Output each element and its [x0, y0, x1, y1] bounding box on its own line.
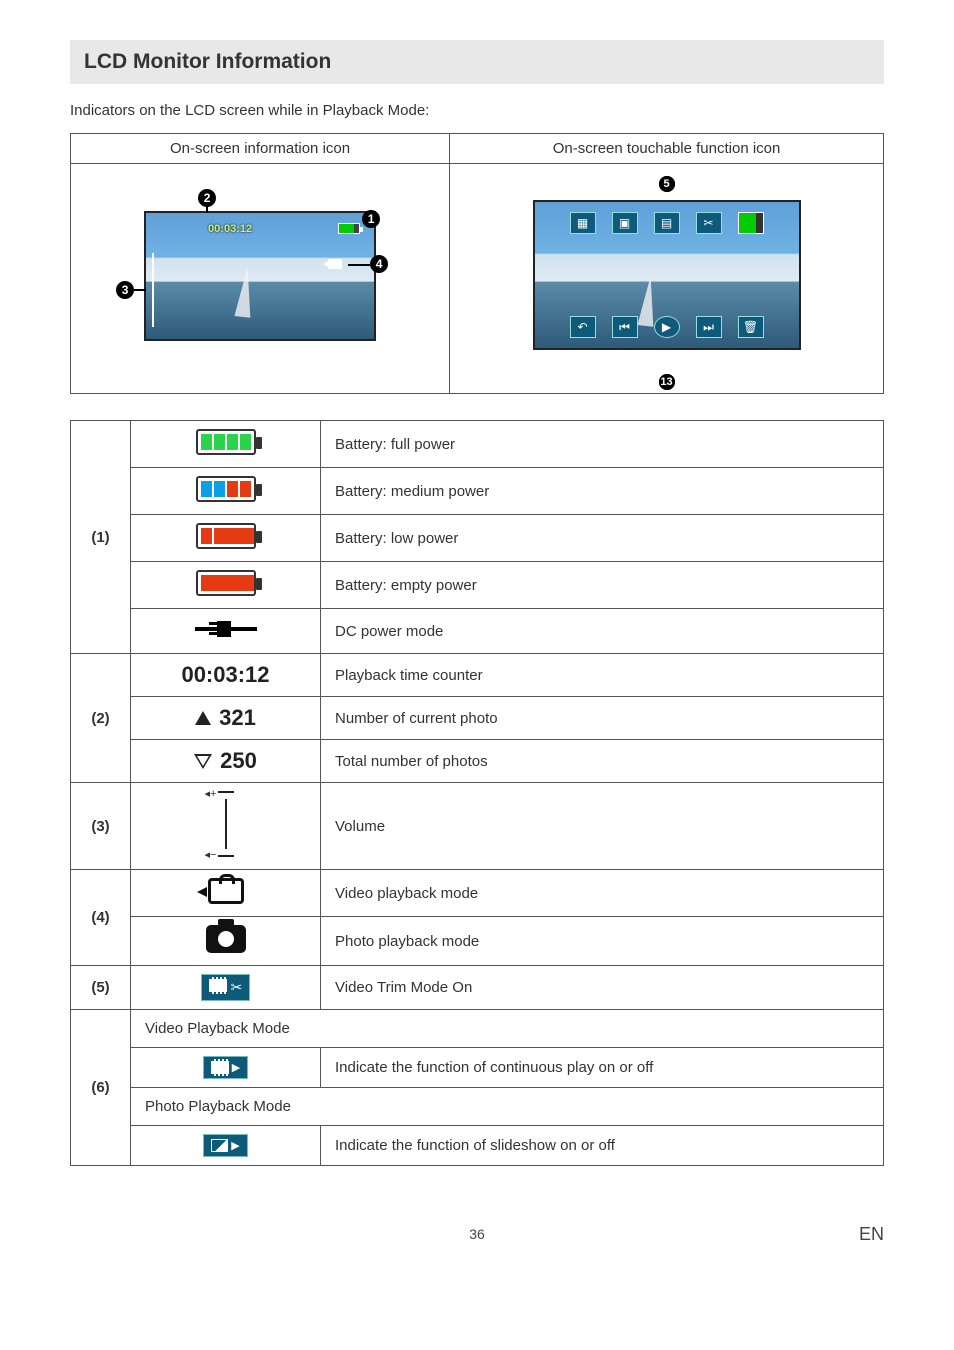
overlay-battery-icon	[338, 223, 360, 234]
tool-play-icon[interactable]: ▶	[654, 316, 680, 338]
col2-header: On-screen touchable function icon	[450, 134, 884, 164]
tool-thumbnail-icon[interactable]: ▦	[570, 212, 596, 234]
col1-header: On-screen information icon	[71, 134, 450, 164]
row-2-index: (2)	[71, 654, 131, 783]
battery-medium-icon	[196, 476, 256, 502]
tool-battery-icon	[738, 212, 764, 234]
time-counter-icon: 00:03:12	[181, 662, 269, 687]
tool-continuous-icon[interactable]: ▤	[654, 212, 680, 234]
battery-empty-desc: Battery: empty power	[321, 562, 884, 609]
photo-playback-desc: Photo playback mode	[321, 917, 884, 966]
battery-low-desc: Battery: low power	[321, 515, 884, 562]
row-1-index: (1)	[71, 421, 131, 654]
callout-4: 4	[370, 255, 388, 273]
callout-5: 5	[659, 176, 675, 192]
screenshot-left: 00:03:12 1 2 3 4	[144, 211, 376, 341]
callout-1: 1	[362, 210, 380, 228]
intro-text: Indicators on the LCD screen while in Pl…	[70, 102, 884, 119]
screenshot-right: ▦ ▣ ▤ ✂ ↶ ⏮ ▶ ⏭ 🗑 8	[533, 200, 801, 350]
time-counter-desc: Playback time counter	[321, 654, 884, 697]
callout-3: 3	[116, 281, 134, 299]
continuous-play-icon: ▶	[203, 1056, 248, 1079]
tool-return-icon[interactable]: ↶	[570, 316, 596, 338]
photo-playback-icon	[206, 925, 246, 953]
volume-icon	[213, 791, 239, 857]
page-number: 36	[469, 1226, 485, 1242]
overlay-volume-icon	[152, 253, 154, 327]
battery-full-icon	[196, 429, 256, 455]
overlay-mode-icon	[328, 259, 342, 269]
current-photo-icon: 321	[195, 705, 256, 731]
screenshots-table: On-screen information icon On-screen tou…	[70, 133, 884, 394]
video-playback-desc: Video playback mode	[321, 870, 884, 917]
total-photos-desc: Total number of photos	[321, 740, 884, 783]
tool-delete-icon[interactable]: 🗑	[738, 316, 764, 338]
row-5-index: (5)	[71, 966, 131, 1010]
video-playback-mode-header: Video Playback Mode	[131, 1010, 884, 1048]
video-trim-icon: ✂	[201, 974, 251, 1001]
battery-low-icon	[196, 523, 256, 549]
row-6-index: (6)	[71, 1010, 131, 1166]
photo-playback-mode-header: Photo Playback Mode	[131, 1088, 884, 1126]
tool-trim-icon[interactable]: ✂	[696, 212, 722, 234]
slideshow-icon: ▶	[203, 1134, 247, 1157]
battery-full-desc: Battery: full power	[321, 421, 884, 468]
callout-13: 13	[659, 374, 675, 390]
section-title: LCD Monitor Information	[70, 40, 884, 84]
total-photos-icon: 250	[194, 748, 257, 774]
page-lang: EN	[859, 1224, 884, 1245]
overlay-timecounter: 00:03:12	[208, 223, 252, 235]
current-photo-desc: Number of current photo	[321, 697, 884, 740]
tool-prev-icon[interactable]: ⏮	[612, 316, 638, 338]
row-4-index: (4)	[71, 870, 131, 966]
tool-slideshow-icon[interactable]: ▣	[612, 212, 638, 234]
continuous-play-desc: Indicate the function of continuous play…	[321, 1048, 884, 1088]
slideshow-desc: Indicate the function of slideshow on or…	[321, 1126, 884, 1166]
row-3-index: (3)	[71, 783, 131, 870]
tool-next-icon[interactable]: ⏭	[696, 316, 722, 338]
battery-medium-desc: Battery: medium power	[321, 468, 884, 515]
video-trim-desc: Video Trim Mode On	[321, 966, 884, 1010]
volume-desc: Volume	[321, 783, 884, 870]
dc-power-icon	[195, 617, 257, 641]
dc-power-desc: DC power mode	[321, 609, 884, 654]
page-footer: 36 EN	[70, 1226, 884, 1242]
battery-empty-icon	[196, 570, 256, 596]
info-table: (1) Battery: full power Battery: medium …	[70, 420, 884, 1166]
video-playback-icon	[208, 878, 244, 904]
